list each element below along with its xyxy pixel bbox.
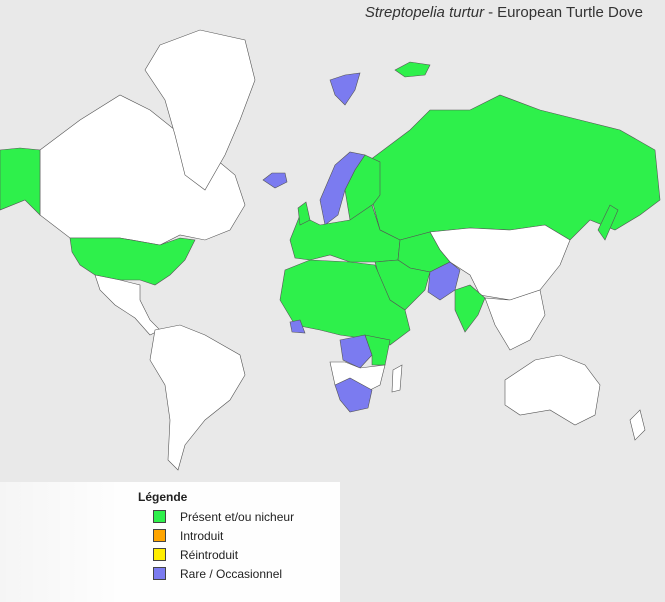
- scientific-name: Streptopelia turtur: [364, 4, 485, 21]
- legend-item: Introduit: [153, 528, 223, 543]
- iceland: [262, 172, 288, 189]
- russia: [369, 94, 661, 241]
- legend-swatch: [153, 510, 166, 523]
- madagascar: [391, 364, 403, 393]
- legend-item: Réintroduit: [153, 547, 238, 562]
- uk: [297, 201, 311, 226]
- west-africa-rare: [289, 319, 306, 334]
- mexico-central-america: [94, 274, 161, 336]
- japan: [597, 204, 619, 241]
- legend-item: Présent et/ou nicheur: [153, 509, 294, 524]
- southeast-asia: [484, 289, 546, 351]
- legend-label: Introduit: [180, 528, 224, 543]
- legend-label: Réintroduit: [180, 547, 239, 562]
- map-title: Streptopelia turtur - European Turtle Dove: [365, 4, 643, 21]
- alaska: [0, 147, 41, 216]
- common-name: European Turtle Dove: [497, 4, 643, 21]
- australia: [504, 354, 601, 426]
- new-zealand: [629, 409, 646, 441]
- title-separator: -: [488, 4, 494, 21]
- greenland: [144, 29, 256, 191]
- legend-label: Rare / Occasionnel: [180, 566, 283, 581]
- india: [454, 284, 486, 333]
- legend-swatch: [153, 548, 166, 561]
- franz-josef: [394, 61, 431, 78]
- legend-swatch: [153, 529, 166, 542]
- central-africa-rare: [339, 334, 373, 369]
- east-africa: [364, 334, 391, 366]
- legend-panel: [0, 482, 340, 602]
- svalbard: [329, 72, 361, 106]
- south-america: [149, 324, 246, 471]
- legend-item: Rare / Occasionnel: [153, 566, 282, 581]
- south-africa-rare: [334, 377, 373, 413]
- legend-swatch: [153, 567, 166, 580]
- legend-title: Légende: [138, 490, 188, 504]
- usa: [69, 237, 196, 286]
- legend-label: Présent et/ou nicheur: [180, 509, 295, 524]
